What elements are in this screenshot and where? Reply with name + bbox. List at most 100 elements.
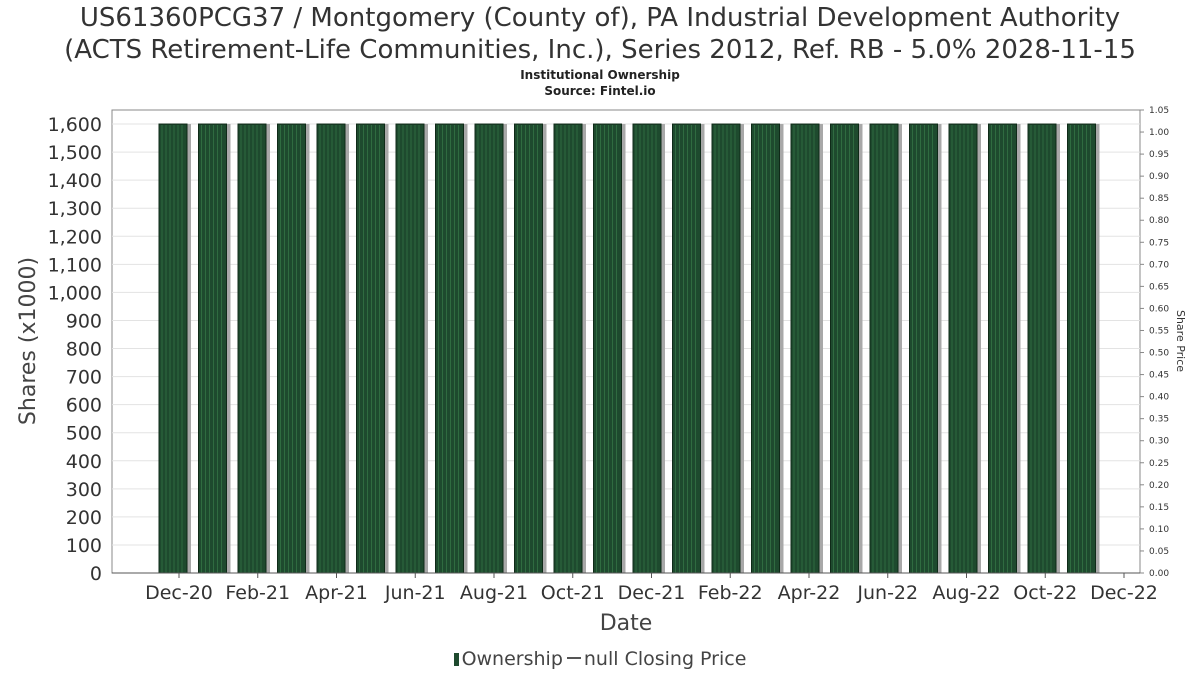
legend-price-line <box>566 657 581 659</box>
y-tick-label: 1,400 <box>48 170 102 192</box>
bar <box>514 123 547 574</box>
x-tick-label: Oct-22 <box>1013 582 1077 604</box>
bar <box>672 123 705 574</box>
bar <box>790 123 823 574</box>
bar <box>830 123 863 574</box>
bar-body <box>869 123 899 574</box>
y-axis-label: Shares (x1000) <box>16 257 41 425</box>
x-axis-ticks: Dec-20 Feb-21 Apr-21 Jun-21 Aug-21 Oct-21 Dec-… <box>145 573 1158 604</box>
bar <box>869 123 902 574</box>
chart-source: Source: Fintel.io <box>544 84 656 98</box>
bar <box>158 123 191 574</box>
y-tick-label: 300 <box>66 479 102 501</box>
x-tick-label: Aug-22 <box>932 582 1000 604</box>
bar-body <box>672 123 701 574</box>
bar-body <box>158 123 188 574</box>
bar <box>356 123 389 574</box>
bar <box>632 123 665 574</box>
y2-tick-label: 0.30 <box>1149 437 1169 447</box>
y2-tick-label: 0.25 <box>1149 459 1169 469</box>
bar-body <box>277 123 306 574</box>
y2-tick-label: 0.75 <box>1149 238 1169 248</box>
x-tick-label: Dec-22 <box>1090 582 1158 604</box>
x-tick-label: Apr-21 <box>305 582 368 604</box>
bar-body <box>790 123 820 574</box>
chart-title-line-1: US61360PCG37 / Montgomery (County of), P… <box>79 3 1121 33</box>
bar-body <box>909 123 938 574</box>
y-tick-label: 700 <box>66 367 102 389</box>
x-tick-label: Feb-21 <box>225 582 290 604</box>
y2-axis-ticks: 0.00 0.05 0.10 0.15 0.20 0.25 0.30 0.35 0.40 0.45… <box>1140 106 1169 579</box>
y-tick-label: 800 <box>66 339 102 361</box>
y-tick-label: 1,300 <box>48 198 102 220</box>
legend-ownership-swatch <box>453 653 459 666</box>
y-tick-label: 1,500 <box>48 142 102 164</box>
bar-body <box>632 123 662 574</box>
x-tick-label: Apr-22 <box>778 582 841 604</box>
y2-tick-label: 0.50 <box>1149 349 1169 359</box>
x-tick-label: Aug-21 <box>460 582 528 604</box>
y2-tick-label: 0.90 <box>1149 172 1169 182</box>
bar <box>593 123 626 574</box>
y-tick-label: 1,600 <box>48 114 102 136</box>
y2-tick-label: 0.35 <box>1149 415 1169 425</box>
bar-body <box>237 123 267 574</box>
bar <box>553 123 586 574</box>
y2-tick-label: 0.60 <box>1149 304 1169 314</box>
x-tick-label: Oct-21 <box>541 582 605 604</box>
legend: Ownership null Closing Price <box>0 648 1200 670</box>
bar <box>751 123 784 574</box>
bar <box>948 123 981 574</box>
bar-body <box>316 123 346 574</box>
bar <box>435 123 468 574</box>
y2-tick-label: 0.05 <box>1149 547 1169 557</box>
bar <box>237 123 270 574</box>
bar <box>909 123 942 574</box>
bar-body <box>948 123 978 574</box>
x-axis-label: Date <box>600 611 653 636</box>
bar-body <box>988 123 1017 574</box>
legend-price-label: null Closing Price <box>583 648 747 670</box>
bar <box>277 123 310 574</box>
y2-tick-label: 0.70 <box>1149 260 1169 270</box>
y-tick-label: 200 <box>66 507 102 529</box>
y2-tick-label: 0.65 <box>1149 282 1169 292</box>
bar-body <box>751 123 780 574</box>
y2-tick-label: 0.00 <box>1149 569 1169 579</box>
bar-body <box>711 123 741 574</box>
y-tick-label: 400 <box>66 451 102 473</box>
y2-tick-label: 0.45 <box>1149 371 1169 381</box>
y2-tick-label: 0.95 <box>1149 150 1169 160</box>
bar-series-ownership <box>158 123 1100 574</box>
bar-body <box>198 123 227 574</box>
bar-body <box>1027 123 1057 574</box>
y2-tick-label: 0.15 <box>1149 503 1169 513</box>
bar <box>1067 123 1100 574</box>
y2-tick-label: 0.20 <box>1149 481 1169 491</box>
bar-body <box>830 123 859 574</box>
chart-title-line-2: (ACTS Retirement-Life Communities, Inc.)… <box>64 35 1136 65</box>
y2-tick-label: 1.05 <box>1149 106 1169 116</box>
x-tick-label: Jun-21 <box>384 582 446 604</box>
y2-tick-label: 1.00 <box>1149 128 1169 138</box>
bar-body <box>356 123 385 574</box>
chart-subtitle: Institutional Ownership <box>520 68 680 82</box>
legend-ownership-label: Ownership <box>461 648 563 670</box>
y2-tick-label: 0.85 <box>1149 194 1169 204</box>
y-tick-label: 900 <box>66 310 102 332</box>
bar-body <box>593 123 622 574</box>
x-tick-label: Jun-22 <box>856 582 918 604</box>
y2-tick-label: 0.55 <box>1149 326 1169 336</box>
bar <box>711 123 744 574</box>
bar-body <box>553 123 583 574</box>
bar <box>988 123 1021 574</box>
bar <box>474 123 507 574</box>
bar <box>316 123 349 574</box>
bar-body <box>514 123 543 574</box>
x-tick-label: Dec-21 <box>618 582 686 604</box>
bar-body <box>435 123 464 574</box>
y-tick-label: 0 <box>90 563 102 585</box>
bar-body <box>395 123 425 574</box>
x-tick-label: Dec-20 <box>145 582 213 604</box>
